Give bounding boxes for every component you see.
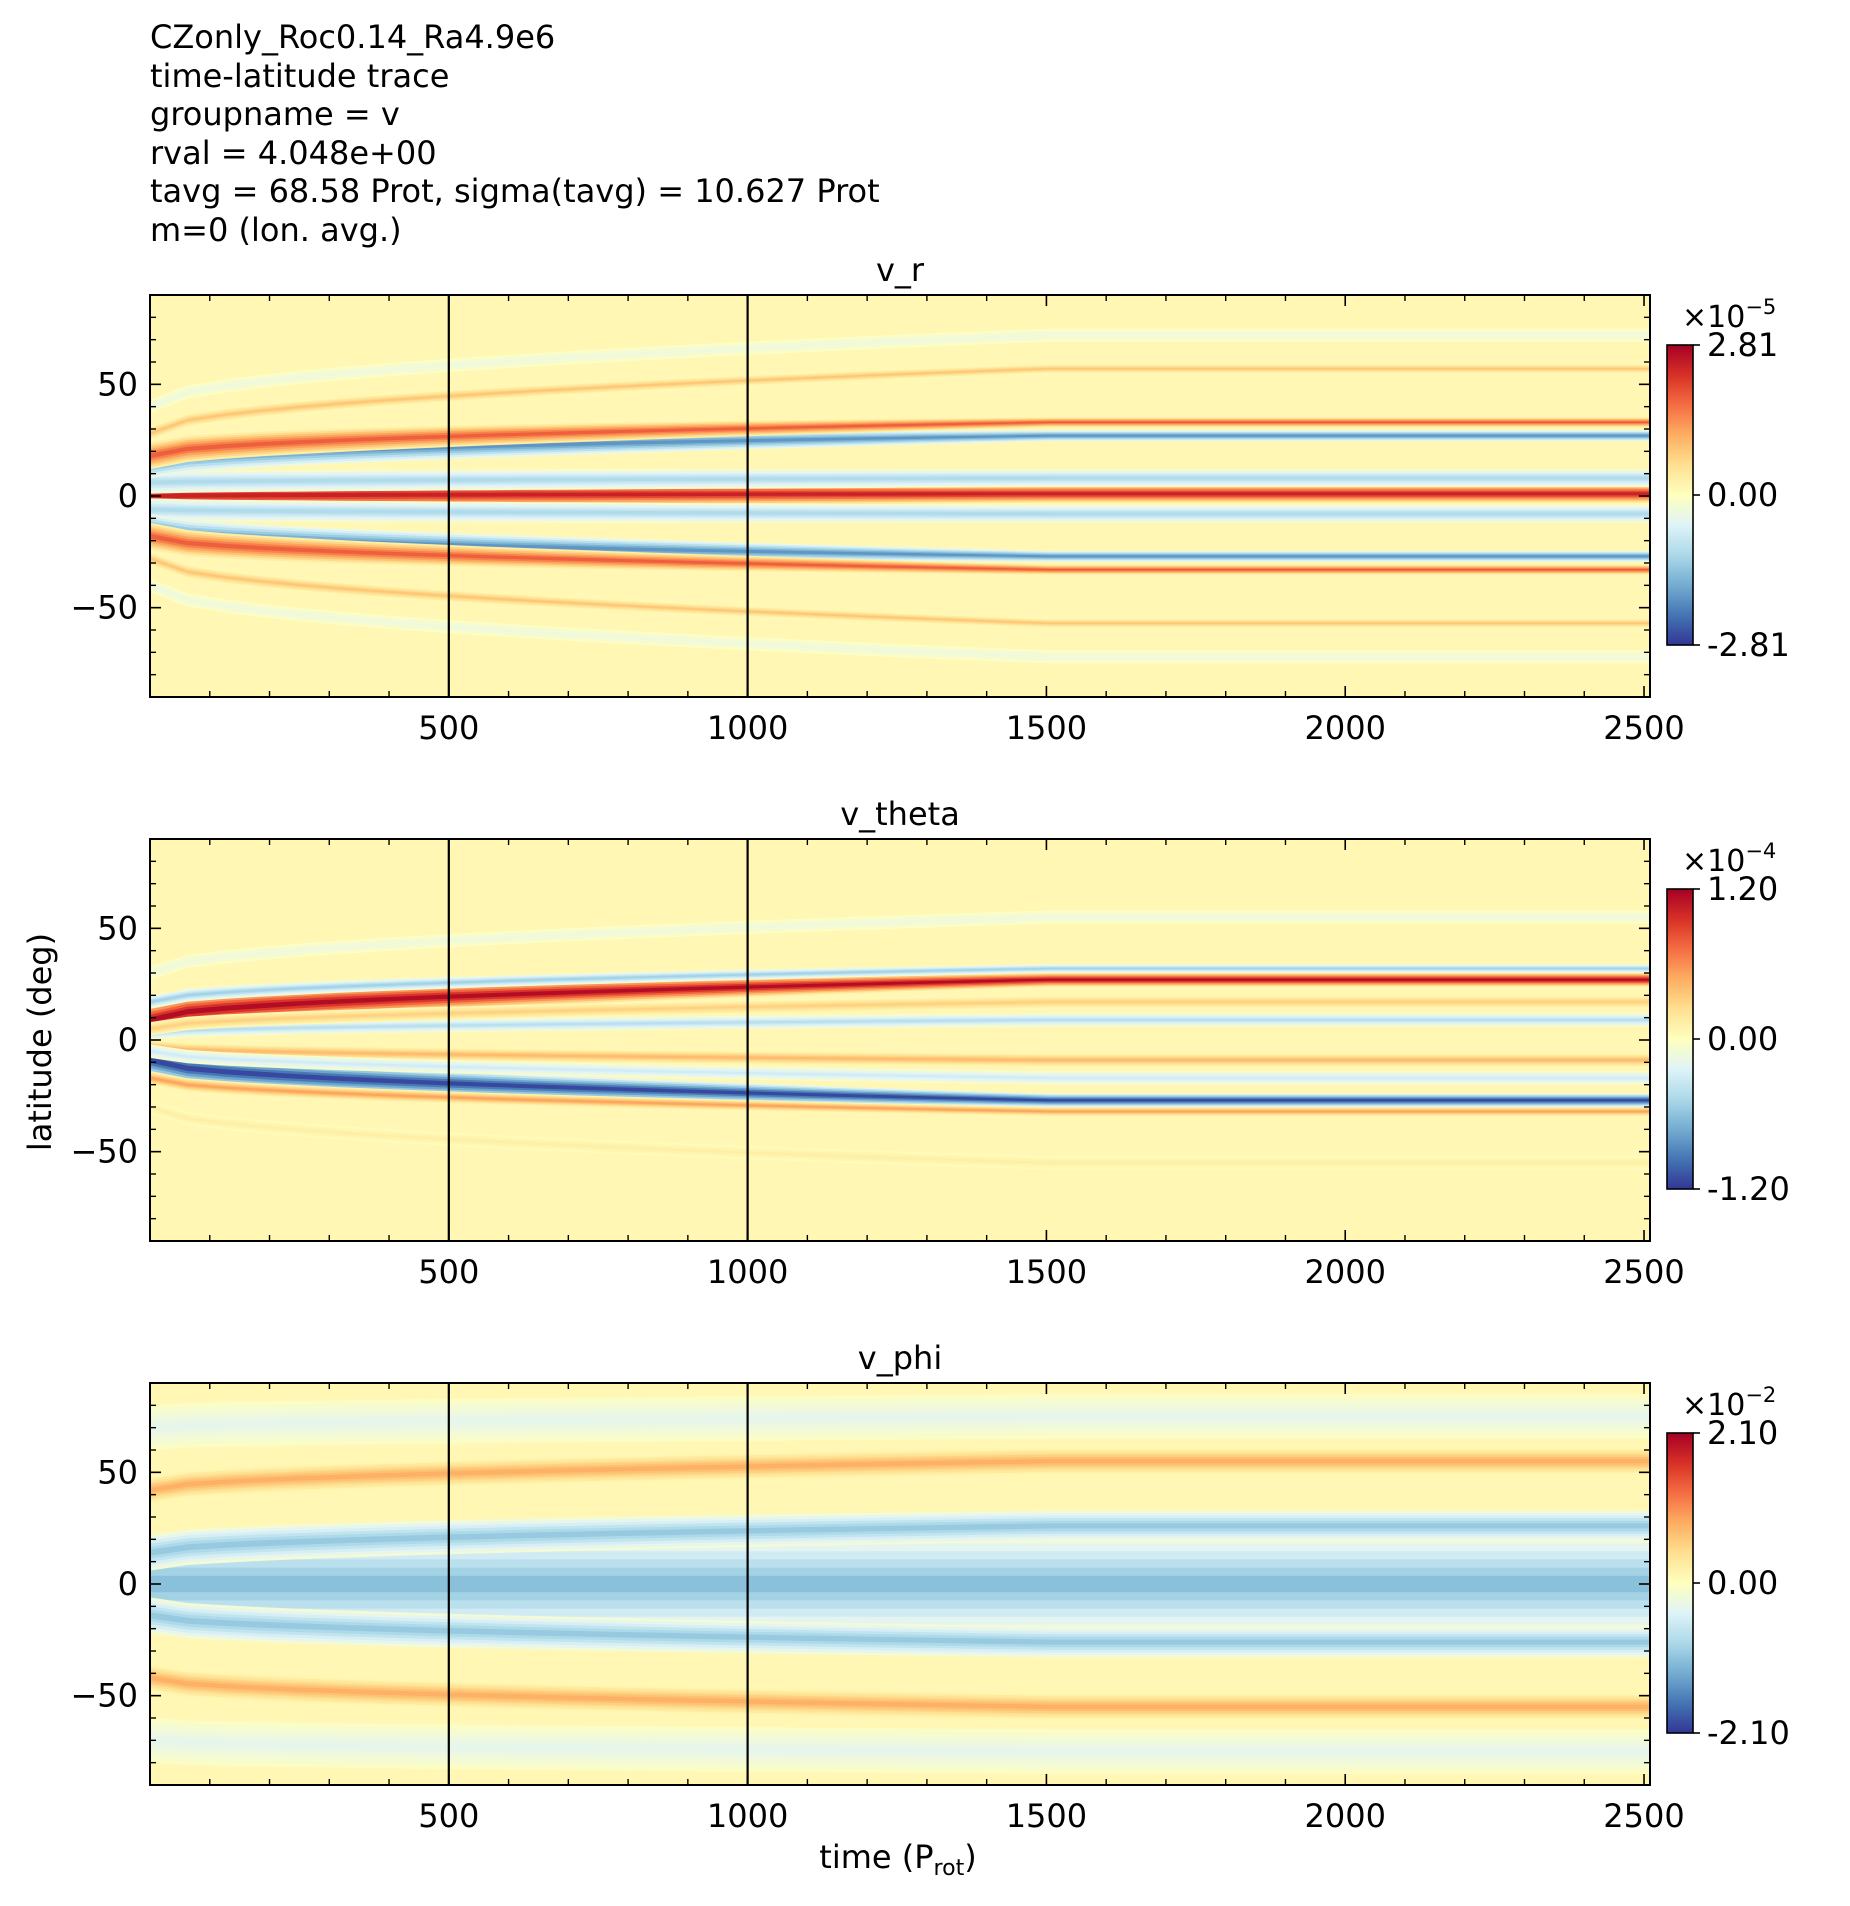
heatmap-band [150, 913, 1650, 977]
heatmap-field [150, 839, 1650, 1241]
heatmap-band [150, 507, 1650, 516]
x-tick-label: 2500 [1603, 1797, 1684, 1835]
x-tick-label: 2000 [1305, 709, 1386, 747]
y-tick-label: 50 [97, 1453, 138, 1491]
y-axis-label: latitude (deg) [21, 933, 59, 1151]
figure-header: CZonly_Roc0.14_Ra4.9e6 time-latitude trac… [150, 18, 880, 249]
y-tick-label: −50 [70, 1677, 138, 1715]
panel-title: v_theta [840, 795, 960, 833]
x-tick-label: 2500 [1603, 709, 1684, 747]
y-tick-label: −50 [70, 589, 138, 627]
heatmap-band [150, 330, 1650, 412]
heatmap-band [150, 1103, 1650, 1167]
x-axis-label: time (Prot) [819, 1838, 976, 1881]
heatmap-band [150, 1018, 1650, 1035]
header-line: groupname = v [150, 95, 400, 133]
x-tick-label: 1000 [707, 1797, 788, 1835]
heatmap-band [150, 1736, 1650, 1756]
heatmap-band [150, 529, 1650, 573]
colorbar-tick-label: -2.81 [1707, 626, 1790, 664]
heatmap-band [150, 1523, 1650, 1556]
panel-v-phi: 500 1000 1500 2000 2500 −50 0 50 v_phi 2.10 0.00 -2… [70, 1339, 1789, 1835]
header-line: time-latitude trace [150, 56, 450, 95]
header-line: CZonly_Roc0.14_Ra4.9e6 [150, 18, 556, 56]
colorbar-tick-label: 2.81 [1707, 326, 1778, 364]
colorbar-tick-label: 0.00 [1707, 1020, 1778, 1058]
x-tick-label: 1500 [1006, 1797, 1087, 1835]
x-tick-label: 1500 [1006, 1253, 1087, 1291]
colorbar-tick-label: -1.20 [1707, 1170, 1790, 1208]
x-tick-label: 2500 [1603, 1253, 1684, 1291]
colorbar [1666, 1432, 1694, 1734]
heatmap-band [150, 1412, 1650, 1432]
panel-title: v_r [876, 251, 925, 289]
panel-v-theta: 500 1000 1500 2000 2500 −50 0 50 v_theta 1.20 0.00… [70, 795, 1789, 1291]
heatmap-band [150, 419, 1650, 463]
y-tick-label: 0 [118, 477, 138, 515]
colorbar-tick-label: -2.10 [1707, 1714, 1790, 1752]
x-tick-label: 1000 [707, 1253, 788, 1291]
colorbar-tick-label: 1.20 [1707, 870, 1778, 908]
x-tick-label: 500 [418, 709, 479, 747]
heatmap-band [150, 1045, 1650, 1062]
header-line: tavg = 68.58 Prot, sigma(tavg) = 10.627 … [150, 172, 880, 210]
x-tick-label: 2000 [1305, 1253, 1386, 1291]
panel-v-r: 500 1000 1500 2000 2500 −50 0 50 v_r 2.81 0.00 -2.8… [70, 251, 1789, 747]
x-tick-label: 2000 [1305, 1797, 1386, 1835]
colorbar-exponent: ×10−4 [1682, 839, 1776, 879]
heatmap-band [150, 976, 1650, 1028]
heatmap-band [150, 964, 1650, 1009]
heatmap-band [150, 1458, 1650, 1493]
y-tick-label: −50 [70, 1133, 138, 1171]
y-tick-label: 0 [118, 1021, 138, 1059]
colorbar-tick-label: 2.10 [1707, 1414, 1778, 1452]
y-tick-label: 50 [97, 909, 138, 947]
header-line: m=0 (lon. avg.) [150, 210, 402, 249]
heatmap-band [150, 1052, 1650, 1104]
header-line: rval = 4.048e+00 [150, 133, 437, 172]
heatmap-band [150, 1074, 1650, 1114]
x-tick-label: 1500 [1006, 709, 1087, 747]
heatmap-band [150, 553, 1650, 627]
colorbar-tick-label: 0.00 [1707, 476, 1778, 514]
y-tick-label: 50 [97, 365, 138, 403]
heatmap-field [150, 295, 1650, 697]
heatmap-band [150, 1520, 1650, 1559]
colorbar [1666, 344, 1694, 646]
heatmap-band [150, 476, 1650, 485]
x-tick-label: 500 [418, 1797, 479, 1835]
heatmap-band [150, 580, 1650, 662]
heatmap-band [150, 1609, 1650, 1648]
x-tick-label: 1000 [707, 709, 788, 747]
colorbar-tick-label: 0.00 [1707, 1564, 1778, 1602]
y-tick-label: 0 [118, 1565, 138, 1603]
heatmap-band [150, 1575, 1650, 1593]
heatmap-band [150, 966, 1650, 1006]
heatmap-band [150, 1071, 1650, 1116]
colorbar [1666, 888, 1694, 1190]
heatmap-band [150, 492, 1650, 499]
heatmap-band [150, 1675, 1650, 1710]
heatmap-band [150, 1612, 1650, 1645]
panel-title: v_phi [858, 1339, 942, 1377]
colorbar-exponent: ×10−2 [1682, 1383, 1776, 1423]
x-tick-label: 500 [418, 1253, 479, 1291]
colorbar-exponent: ×10−5 [1682, 295, 1776, 335]
heatmap-field [150, 1383, 1650, 1785]
